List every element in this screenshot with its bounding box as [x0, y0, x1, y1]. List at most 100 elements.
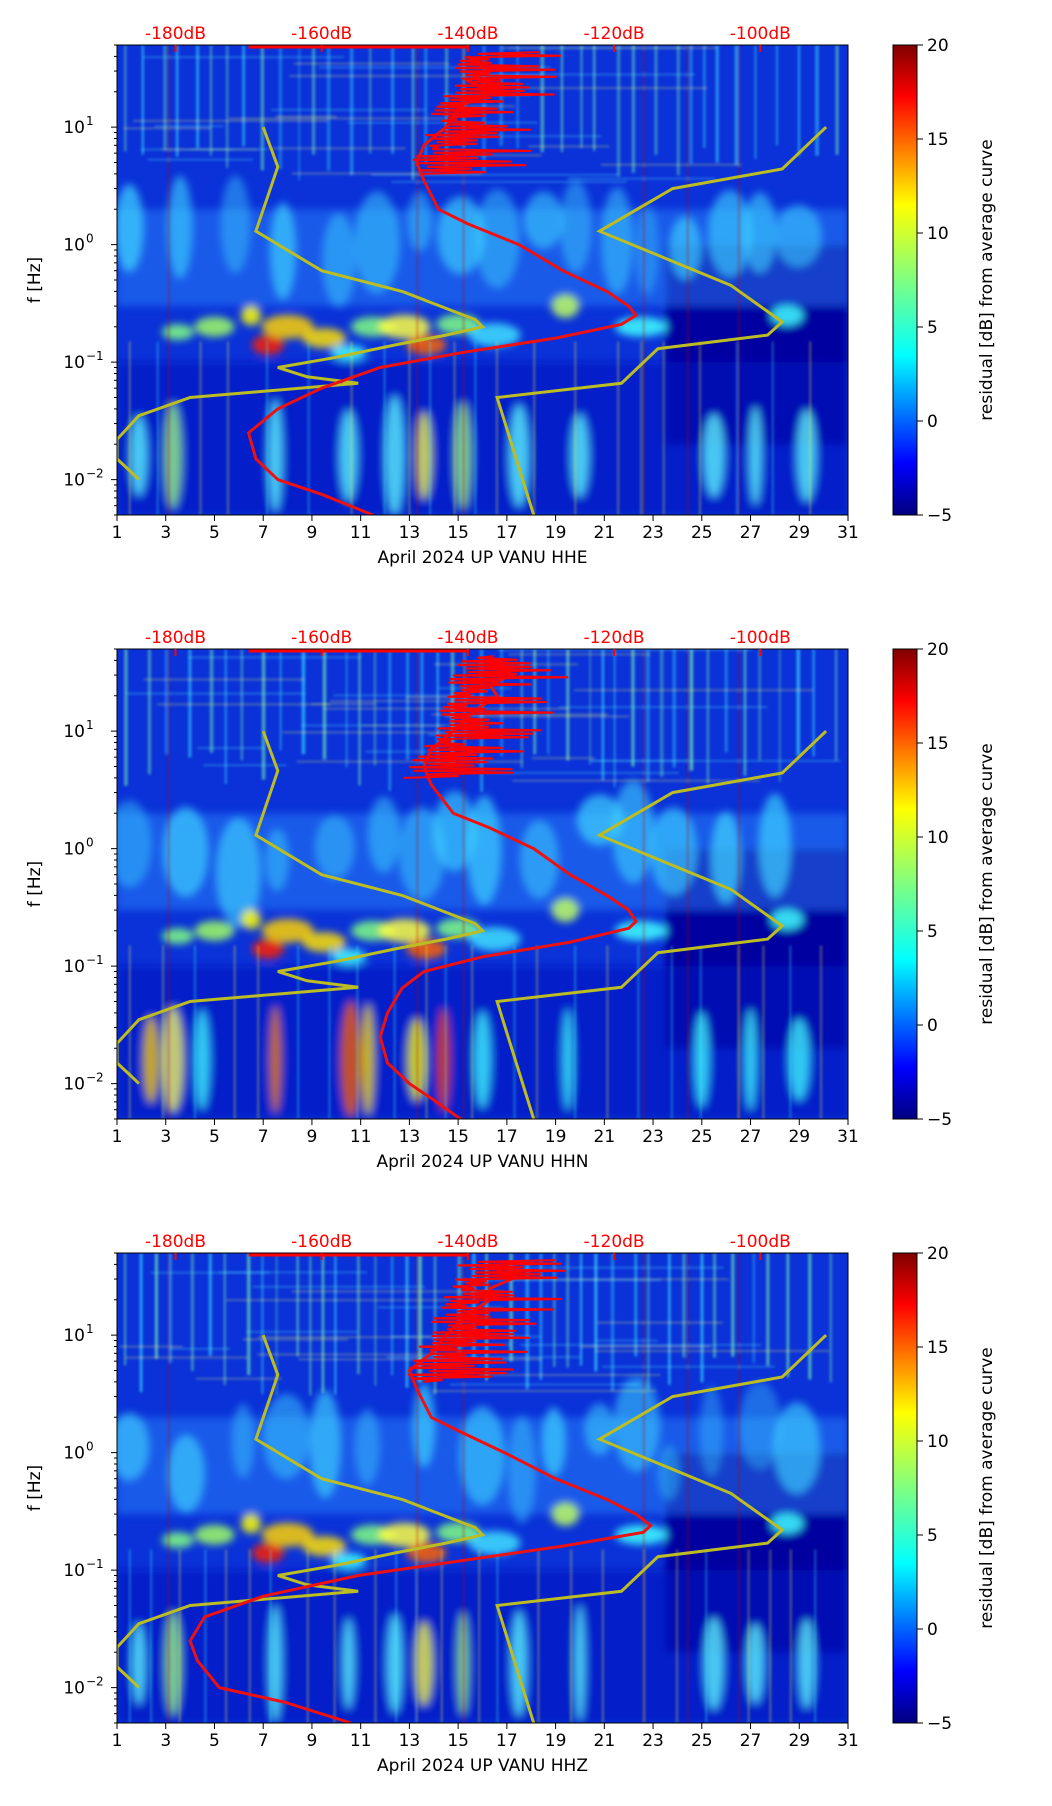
- colorbar-tick-label: 10: [927, 1432, 949, 1452]
- y-tick-label: 10: [63, 1679, 85, 1699]
- x-tick-label: 13: [399, 1127, 421, 1147]
- top-db-tick-label: -120dB: [584, 1232, 645, 1252]
- x-tick-label: 21: [594, 1731, 616, 1751]
- x-tick-label: 9: [307, 1731, 318, 1751]
- colorbar-tick-label: 20: [927, 1244, 949, 1264]
- vertical-streaks: [119, 1253, 832, 1723]
- x-tick-label: 25: [691, 1731, 713, 1751]
- y-tick-exponent: 0: [86, 232, 94, 246]
- x-tick-label: 29: [788, 1127, 810, 1147]
- top-db-tick-label: -100dB: [730, 628, 791, 648]
- x-tick-label: 15: [447, 523, 469, 543]
- top-db-tick-label: -100dB: [730, 1232, 791, 1252]
- x-tick-label: 29: [788, 1731, 810, 1751]
- y-tick-exponent: −2: [86, 1675, 104, 1689]
- x-tick-label: 17: [496, 523, 518, 543]
- x-tick-label: 11: [350, 1127, 372, 1147]
- y-tick-exponent: 0: [86, 1440, 94, 1454]
- x-axis-label: April 2024 UP VANU HHE: [377, 548, 587, 568]
- x-tick-label: 27: [740, 523, 762, 543]
- x-axis-label: April 2024 UP VANU HHZ: [377, 1756, 588, 1776]
- y-tick-label: 10: [63, 1561, 85, 1581]
- x-axis-label: April 2024 UP VANU HHN: [376, 1152, 588, 1172]
- x-tick-label: 27: [740, 1731, 762, 1751]
- top-db-tick-label: -140dB: [437, 628, 498, 648]
- y-axis-label: f [Hz]: [25, 1465, 45, 1511]
- colorbar-label: residual [dB] from average curve: [977, 139, 997, 420]
- y-tick-exponent: 1: [86, 1322, 94, 1336]
- high-noise-model-curve: [495, 1334, 828, 1723]
- x-tick-label: 19: [545, 1127, 567, 1147]
- x-tick-label: 21: [594, 523, 616, 543]
- top-db-tick-label: -140dB: [437, 1232, 498, 1252]
- x-tick-label: 29: [788, 523, 810, 543]
- colorbar-tick-label: 15: [927, 1338, 949, 1358]
- y-tick-label: 10: [63, 840, 85, 860]
- top-db-tick-label: -160dB: [291, 24, 352, 44]
- colorbar-tick-label: 5: [927, 1526, 938, 1546]
- background-texture: [117, 780, 848, 1119]
- colorbar-tick-label: −5: [927, 1110, 952, 1130]
- x-tick-label: 7: [258, 1127, 269, 1147]
- colorbar-tick-label: 0: [927, 1620, 938, 1640]
- y-tick-label: 10: [63, 1075, 85, 1095]
- colorbar-gradient: [892, 648, 918, 1120]
- colorbar-tick-label: 10: [927, 224, 949, 244]
- x-tick-label: 1: [112, 1127, 123, 1147]
- top-db-tick-label: -180dB: [145, 24, 206, 44]
- mean-psd-high-frequency-spikes: [412, 51, 561, 175]
- y-tick-label: 10: [63, 471, 85, 491]
- x-tick-label: 1: [112, 1731, 123, 1751]
- colorbar-tick-label: 15: [927, 130, 949, 150]
- colorbar: 20 15 10 5 0 −5 residual [dB] from average cur…: [892, 640, 997, 1130]
- y-tick-label: 10: [63, 1326, 85, 1346]
- x-tick-label: 7: [258, 1731, 269, 1751]
- colorbar-label: residual [dB] from average curve: [977, 1347, 997, 1628]
- x-tick-label: 19: [545, 1731, 567, 1751]
- x-tick-label: 9: [307, 1127, 318, 1147]
- x-tick-label: 31: [837, 1127, 859, 1147]
- y-tick-exponent: −1: [86, 953, 104, 967]
- background-texture: [117, 175, 848, 515]
- colorbar-tick-label: 5: [927, 922, 938, 942]
- x-tick-label: 23: [642, 1731, 664, 1751]
- colorbar-gradient: [892, 1252, 918, 1724]
- low-noise-model-curve: [117, 126, 486, 481]
- y-tick-label: 10: [63, 722, 85, 742]
- y-tick-label: 10: [63, 1444, 85, 1464]
- x-tick-label: 15: [447, 1731, 469, 1751]
- top-db-tick-label: -180dB: [145, 628, 206, 648]
- top-db-tick-label: -100dB: [730, 24, 791, 44]
- high-noise-model-curve: [495, 126, 828, 515]
- y-tick-exponent: 0: [86, 836, 94, 850]
- y-axis-label: f [Hz]: [25, 257, 45, 303]
- x-tick-label: 17: [496, 1127, 518, 1147]
- colorbar-tick-label: −5: [927, 506, 952, 526]
- x-tick-label: 1: [112, 523, 123, 543]
- y-tick-exponent: −2: [86, 1071, 104, 1085]
- top-db-tick-label: -140dB: [437, 24, 498, 44]
- colorbar: 20 15 10 5 0 −5 residual [dB] from average cur…: [892, 36, 997, 526]
- top-db-tick-label: -120dB: [584, 628, 645, 648]
- mean-psd-curve: [378, 659, 638, 1119]
- y-axis-label: f [Hz]: [25, 861, 45, 907]
- x-tick-label: 5: [209, 523, 220, 543]
- x-tick-label: 17: [496, 1731, 518, 1751]
- x-tick-label: 27: [740, 1127, 762, 1147]
- x-tick-label: 11: [350, 1731, 372, 1751]
- x-tick-label: 25: [691, 523, 713, 543]
- y-tick-label: 10: [63, 353, 85, 373]
- y-tick-exponent: 1: [86, 718, 94, 732]
- x-tick-label: 3: [160, 1127, 171, 1147]
- x-tick-label: 9: [307, 523, 318, 543]
- x-tick-label: 5: [209, 1127, 220, 1147]
- y-tick-label: 10: [63, 118, 85, 138]
- x-tick-label: 25: [691, 1127, 713, 1147]
- x-tick-label: 23: [642, 523, 664, 543]
- background-texture: [117, 1376, 848, 1723]
- y-tick-exponent: −2: [86, 467, 104, 481]
- top-db-tick-label: -180dB: [145, 1232, 206, 1252]
